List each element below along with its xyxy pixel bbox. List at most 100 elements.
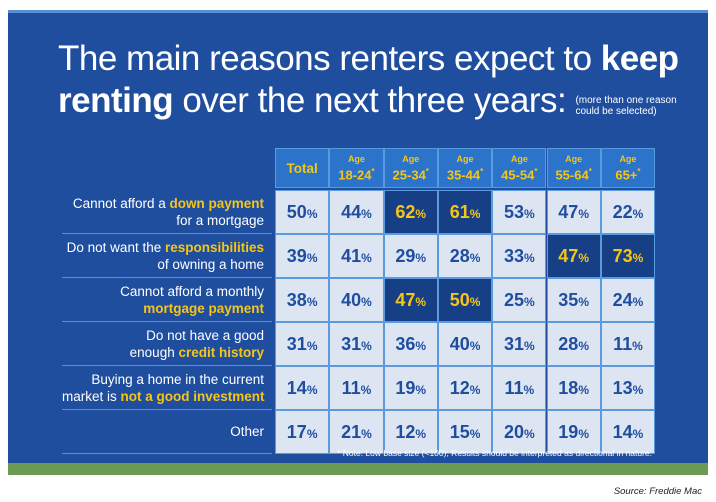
cell-value: 47: [395, 290, 416, 310]
cell-unit: %: [306, 383, 318, 397]
header-range: 35-44*: [439, 164, 491, 182]
column-header: Age 35-44*: [437, 148, 493, 188]
row-label-line: Cannot afford a down payment: [62, 195, 264, 212]
table-cell: 38%: [275, 278, 330, 322]
header-range: 45-54*: [493, 164, 545, 182]
row-label-text: market is: [62, 388, 121, 404]
table-cell: 28%: [546, 322, 601, 366]
table-cell: 13%: [600, 366, 656, 410]
cell-value: 14: [612, 422, 633, 442]
table-cell: 22%: [600, 190, 656, 234]
cell-value: 31: [341, 334, 362, 354]
table-cell: 31%: [329, 322, 384, 366]
row-label-line: Cannot afford a monthly: [62, 283, 264, 300]
row-label-emphasis: down payment: [169, 195, 264, 211]
table-cell: 40%: [329, 278, 384, 322]
cell-value: 25: [503, 290, 525, 310]
cell-unit: %: [524, 207, 535, 221]
cell-unit: %: [306, 339, 318, 353]
cell-unit: %: [306, 295, 318, 309]
table-cell: 62%: [383, 190, 438, 234]
row-label-line: Do not want the responsibilities: [62, 239, 264, 256]
table-cell: 47%: [383, 278, 438, 322]
table-cell: 11%: [600, 322, 656, 366]
cell-value: 35: [558, 290, 579, 310]
source: Source: Freddie Mac: [613, 486, 702, 497]
header-range: 18-24*: [330, 164, 382, 182]
cell-value: 19: [558, 422, 579, 442]
row-label-line: market is not a good investment: [62, 388, 265, 405]
row-label: Cannot afford a monthly mortgage payment: [62, 278, 272, 322]
title-bold: renting: [58, 81, 174, 120]
table-cell: 15%: [437, 410, 493, 454]
column-header: Total: [275, 148, 330, 188]
row-label-emphasis: not a good investment: [120, 388, 265, 404]
row-label-emphasis: responsibilities: [164, 239, 264, 255]
cell-unit: %: [306, 207, 318, 221]
cell-value: 40: [449, 334, 470, 354]
cell-unit: %: [632, 383, 644, 397]
cell-unit: %: [578, 339, 589, 353]
table-cell: 53%: [492, 190, 547, 234]
table-cell: 28%: [437, 234, 493, 278]
row-label: Do not have a good enough credit history: [62, 322, 272, 366]
cell-unit: %: [415, 251, 427, 265]
cell-value: 41: [341, 246, 362, 266]
cell-value: 62: [395, 202, 416, 222]
header-range-text: 25-34: [392, 167, 426, 183]
row-label-line: enough credit history: [62, 344, 264, 361]
column-header: Age 25-34*: [383, 148, 438, 188]
header-top: Age: [456, 153, 474, 164]
cell-unit: %: [306, 427, 318, 441]
table-cell: 19%: [546, 410, 601, 454]
table-cell: 11%: [492, 366, 547, 410]
header-range: 25-34*: [385, 164, 437, 182]
header-mark: *: [371, 166, 375, 176]
header-range: Total: [276, 161, 328, 176]
row-label-text: for a mortgage: [176, 212, 264, 228]
cell-value: 39: [286, 246, 307, 266]
cell-unit: %: [361, 295, 372, 309]
header-top: Age: [619, 153, 637, 164]
header-mark: *: [480, 166, 484, 176]
cell-unit: %: [632, 251, 644, 265]
table-cell: 31%: [492, 322, 547, 366]
table-cell: 47%: [546, 234, 601, 278]
table-cell: 12%: [383, 410, 438, 454]
cell-unit: %: [578, 427, 589, 441]
header-mark: *: [534, 166, 538, 176]
cell-value: 36: [395, 334, 416, 354]
table-cell: 18%: [546, 366, 601, 410]
table-cell: 35%: [546, 278, 601, 322]
cell-unit: %: [469, 251, 481, 265]
table-cell: 31%: [275, 322, 330, 366]
cell-value: 29: [395, 246, 416, 266]
title-note: (more than one reason could be selected): [575, 95, 677, 117]
row-label-text: of owning a home: [157, 256, 264, 272]
cell-unit: %: [415, 383, 427, 397]
table-cell: 11%: [329, 366, 384, 410]
cell-value: 38: [286, 290, 307, 310]
cell-value: 61: [449, 202, 470, 222]
table-cell: 73%: [600, 234, 656, 278]
cell-value: 73: [612, 246, 633, 266]
cell-value: 11: [504, 378, 524, 398]
header-mark: *: [588, 166, 592, 176]
header-range-text: 18-24: [338, 167, 372, 183]
title-text: over the next three years:: [173, 81, 567, 120]
row-label-line: Buying a home in the current: [62, 371, 264, 388]
row-label-text: Cannot afford a: [72, 195, 170, 211]
header-mark: *: [425, 166, 429, 176]
header-range-text: Total: [286, 160, 318, 176]
cell-value: 28: [558, 334, 579, 354]
cell-value: 40: [341, 290, 362, 310]
cell-unit: %: [415, 427, 427, 441]
cell-unit: %: [469, 295, 481, 309]
header-range-text: 45-54: [501, 167, 535, 183]
cell-unit: %: [578, 295, 589, 309]
row-label-text: Do not have a good: [146, 327, 264, 343]
cell-value: 11: [613, 334, 633, 354]
table-cell: 21%: [329, 410, 384, 454]
header-top: Age: [565, 153, 583, 164]
cell-value: 31: [503, 334, 525, 354]
